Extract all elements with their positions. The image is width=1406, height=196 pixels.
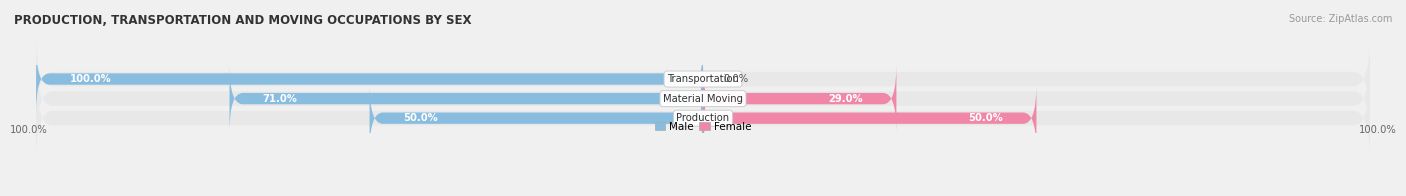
FancyBboxPatch shape — [703, 85, 1036, 152]
Text: 50.0%: 50.0% — [969, 113, 1002, 123]
Text: Transportation: Transportation — [666, 74, 740, 84]
FancyBboxPatch shape — [370, 85, 703, 152]
Text: PRODUCTION, TRANSPORTATION AND MOVING OCCUPATIONS BY SEX: PRODUCTION, TRANSPORTATION AND MOVING OC… — [14, 14, 471, 27]
FancyBboxPatch shape — [37, 45, 703, 113]
Legend: Male, Female: Male, Female — [651, 117, 755, 136]
Text: 0.0%: 0.0% — [723, 74, 748, 84]
FancyBboxPatch shape — [37, 37, 1369, 121]
Text: 50.0%: 50.0% — [404, 113, 437, 123]
Text: Material Moving: Material Moving — [664, 94, 742, 104]
Text: Source: ZipAtlas.com: Source: ZipAtlas.com — [1288, 14, 1392, 24]
FancyBboxPatch shape — [37, 57, 1369, 140]
FancyBboxPatch shape — [37, 76, 1369, 160]
FancyBboxPatch shape — [703, 65, 897, 132]
FancyBboxPatch shape — [229, 65, 703, 132]
Text: 100.0%: 100.0% — [69, 74, 111, 84]
Text: 29.0%: 29.0% — [828, 94, 863, 104]
Text: 100.0%: 100.0% — [1358, 125, 1396, 135]
Text: 100.0%: 100.0% — [10, 125, 48, 135]
Text: 71.0%: 71.0% — [263, 94, 298, 104]
Text: Production: Production — [676, 113, 730, 123]
